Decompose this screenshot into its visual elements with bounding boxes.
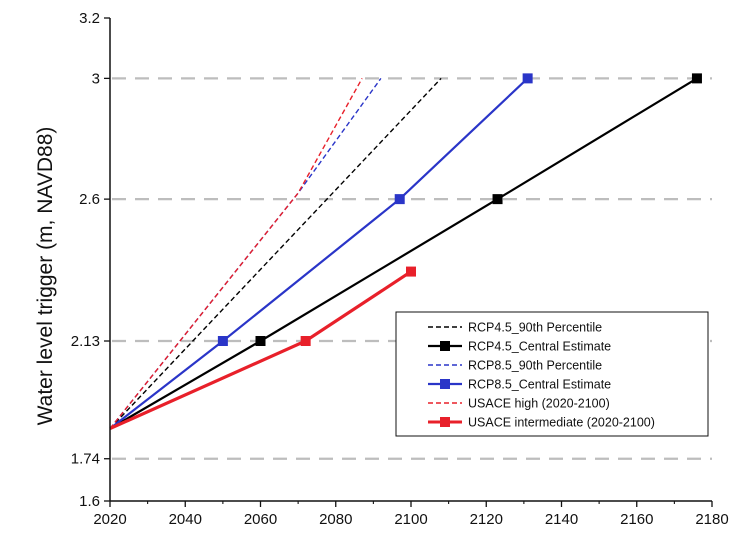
data-point <box>394 194 405 205</box>
legend-marker <box>440 341 450 351</box>
data-point <box>300 336 311 347</box>
series-line <box>109 78 363 430</box>
legend-label: RCP4.5_Central Estimate <box>468 340 611 354</box>
legend-marker <box>440 379 450 389</box>
y-axis-label: Water level trigger (m, NAVD88) <box>34 127 57 426</box>
x-tick-label: 2120 <box>470 511 503 528</box>
x-tick-label: 2060 <box>244 511 277 528</box>
legend-label: RCP4.5_90th Percentile <box>468 321 602 335</box>
series-layer <box>109 73 702 431</box>
series-line <box>109 77 529 430</box>
series-line <box>109 270 412 431</box>
y-tick-label: 1.74 <box>71 451 100 468</box>
x-tick-label: 2100 <box>394 511 427 528</box>
data-point <box>406 266 416 277</box>
x-tick-label: 2160 <box>620 511 653 528</box>
y-tick-label: 2.13 <box>71 333 100 350</box>
x-tick-label: 2040 <box>169 511 202 528</box>
legend-label: USACE high (2020-2100) <box>468 397 610 411</box>
data-point <box>522 73 533 84</box>
legend-label: USACE intermediate (2020-2100) <box>468 416 655 430</box>
data-point <box>691 73 702 84</box>
x-tick-label: 2080 <box>319 511 352 528</box>
series-line <box>109 77 698 430</box>
legend: RCP4.5_90th Percentile RCP4.5_Central Est… <box>395 311 709 437</box>
x-tick-label: 2180 <box>695 511 728 528</box>
axes-layer: 2020 2040 2060 2080 2100 2120 2140 2160 2180 1.6 1… <box>71 10 729 528</box>
series-line <box>109 77 442 430</box>
data-point <box>217 336 228 347</box>
y-tick-label: 3.2 <box>79 10 100 27</box>
y-tick-label: 1.6 <box>79 493 100 510</box>
legend-label: RCP8.5_Central Estimate <box>468 378 611 392</box>
x-tick-label: 2020 <box>93 511 126 528</box>
legend-label: RCP8.5_90th Percentile <box>468 359 602 373</box>
y-tick-label: 2.6 <box>79 191 100 208</box>
legend-box <box>395 311 709 437</box>
y-tick-label: 3 <box>92 70 100 87</box>
x-tick-label: 2140 <box>545 511 578 528</box>
data-point <box>255 336 266 347</box>
legend-marker <box>440 417 450 427</box>
series-line <box>109 77 382 430</box>
data-point <box>492 194 503 205</box>
